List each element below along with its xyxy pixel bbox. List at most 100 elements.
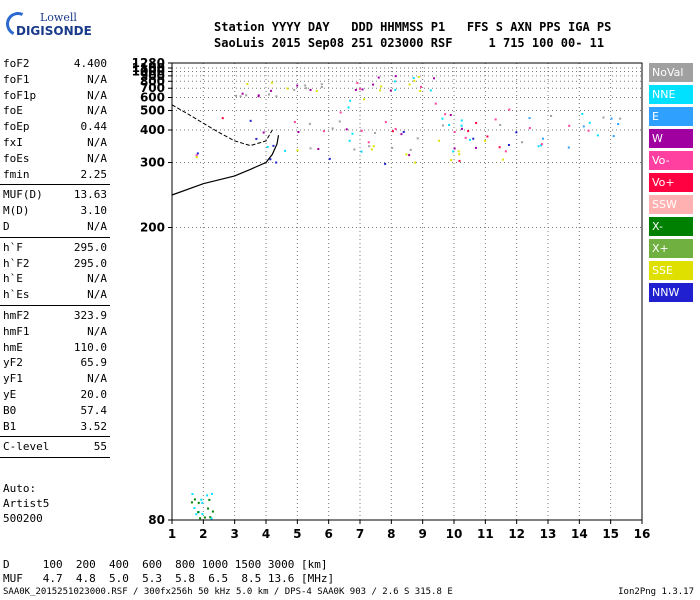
echo-point [619, 117, 622, 120]
echo-point [191, 493, 194, 496]
x-tick-label: 1 [168, 527, 176, 541]
param-value: N/A [87, 72, 107, 86]
param-value: N/A [87, 324, 107, 338]
x-tick-label: 15 [602, 527, 619, 541]
echo-point [486, 135, 489, 138]
echo-point [275, 161, 278, 164]
echo-point [419, 89, 422, 92]
echo-point [269, 158, 272, 161]
param-row: B1 3.52 [0, 419, 110, 434]
param-name: C-level [3, 440, 50, 454]
param-name: foF1p [3, 88, 37, 102]
echo-scatter [190, 75, 622, 520]
station-header: Station YYYY DAY DDD HHMMSS P1 FFS S AXN… [214, 19, 611, 51]
echo-point [408, 83, 411, 86]
echo-region [195, 114, 518, 165]
y-tick-label: 800 [140, 74, 165, 88]
param-row: M(D) 3.10 [0, 203, 110, 218]
echo-point [309, 147, 312, 150]
echo-point [203, 516, 206, 519]
param-row: h`F2 295.0 [0, 256, 110, 271]
echo-point [370, 148, 373, 151]
param-value: 65.9 [80, 356, 108, 370]
echo-point [458, 159, 461, 162]
echo-point [345, 128, 348, 131]
echo-point [221, 117, 224, 120]
echo-point [195, 513, 198, 516]
echo-region [190, 492, 214, 520]
echo-point [515, 131, 518, 134]
echo-point [508, 108, 511, 111]
echo-point [384, 162, 387, 165]
param-divider [0, 457, 110, 459]
param-divider [0, 184, 110, 186]
echo-point [449, 114, 452, 117]
echo-point [360, 129, 363, 132]
lowell-digisonde-logo: Lowell DIGISONDE [2, 8, 92, 42]
x-tick-label: 13 [540, 527, 557, 541]
echo-point [372, 145, 375, 148]
echo-point [246, 83, 249, 86]
echo-point [328, 157, 331, 160]
echo-point [433, 77, 436, 80]
echo-point [241, 92, 244, 95]
echo-point [317, 147, 320, 150]
echo-point [402, 130, 405, 133]
echo-point [201, 512, 204, 515]
echo-point [372, 83, 375, 86]
param-name: foE [3, 104, 23, 118]
muf-distance-table: D 100 200 400 600 800 1000 1500 3000 [km… [3, 558, 334, 586]
echo-point [429, 89, 432, 92]
auto-version: 500200 [3, 512, 43, 525]
param-name: hmF1 [3, 324, 30, 338]
echo-point [587, 129, 590, 132]
param-name: foF1 [3, 72, 30, 86]
echo-point [444, 113, 447, 116]
logo-line1: Lowell [40, 11, 77, 24]
echo-point [354, 88, 357, 91]
echo-point [417, 76, 420, 79]
echo-point [296, 84, 299, 87]
echo-point [363, 98, 366, 101]
echo-point [457, 150, 460, 153]
echo-point [235, 94, 238, 97]
echo-point [453, 147, 456, 150]
param-row: h`F 295.0 [0, 240, 110, 255]
echo-point [539, 144, 542, 147]
echo-point [520, 141, 523, 144]
echo-point [315, 89, 318, 92]
param-name: foF2 [3, 57, 30, 70]
echo-point [208, 498, 211, 501]
echo-point [348, 139, 351, 142]
param-row: hmF2 323.9 [0, 308, 110, 323]
echo-point [504, 150, 507, 153]
echo-point [499, 123, 502, 126]
param-value: 3.10 [80, 204, 108, 218]
param-row: h`E N/A [0, 271, 110, 286]
echo-point [384, 121, 387, 124]
echo-point [394, 75, 397, 78]
echo-point [498, 146, 501, 149]
legend-item-noval: NoVal [649, 63, 693, 82]
echo-point [416, 137, 419, 140]
param-row: yF1 N/A [0, 371, 110, 386]
param-name: h`F [3, 240, 23, 254]
echo-point [413, 79, 416, 82]
echo-point [460, 119, 463, 122]
param-name: yF1 [3, 372, 23, 386]
echo-point [507, 144, 510, 147]
echo-point [484, 139, 487, 142]
x-tick-label: 11 [477, 527, 494, 541]
echo-point [293, 88, 296, 91]
echo-point [190, 501, 193, 504]
echo-point [567, 146, 570, 149]
echo-point [266, 145, 269, 148]
echo-point [197, 511, 200, 514]
y-tick-label: 700 [140, 81, 165, 95]
param-name: M(D) [3, 204, 30, 218]
param-row: h`Es N/A [0, 287, 110, 302]
param-divider [0, 305, 110, 306]
y-tick-label: 600 [140, 91, 165, 105]
footer-version: Ion2Png 1.3.17 [618, 587, 694, 597]
echo-point [468, 138, 471, 141]
